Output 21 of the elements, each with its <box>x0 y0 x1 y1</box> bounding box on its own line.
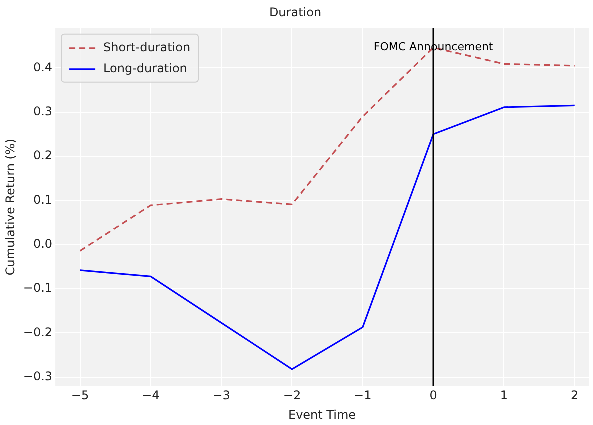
y-tick-label: 0.0 <box>33 236 53 251</box>
y-tick-label: −0.1 <box>23 281 53 296</box>
x-tick-label: 0 <box>430 388 438 403</box>
x-tick-label: −5 <box>71 388 90 403</box>
y-tick-label: 0.4 <box>33 60 53 74</box>
x-tick-label: 1 <box>500 388 508 403</box>
x-axis-title: Event Time <box>288 408 356 422</box>
legend-label: Long-duration <box>104 62 188 76</box>
x-tick-label: −4 <box>142 388 160 403</box>
x-tick-label: −3 <box>212 388 230 403</box>
y-axis-title: Cumulative Return (%) <box>3 138 18 276</box>
x-tick-label: −1 <box>354 388 372 403</box>
y-tick-label: −0.3 <box>23 369 53 384</box>
y-tick-label: 0.3 <box>33 104 53 118</box>
x-tick-label: −2 <box>283 388 302 403</box>
y-tick-label: 0.1 <box>33 192 53 207</box>
y-tick-label: 0.2 <box>33 148 53 163</box>
chart-title: Duration <box>269 5 322 20</box>
legend-label: Short-duration <box>104 40 191 55</box>
x-tick-label: 2 <box>571 388 579 403</box>
y-tick-label: −0.2 <box>23 325 53 340</box>
